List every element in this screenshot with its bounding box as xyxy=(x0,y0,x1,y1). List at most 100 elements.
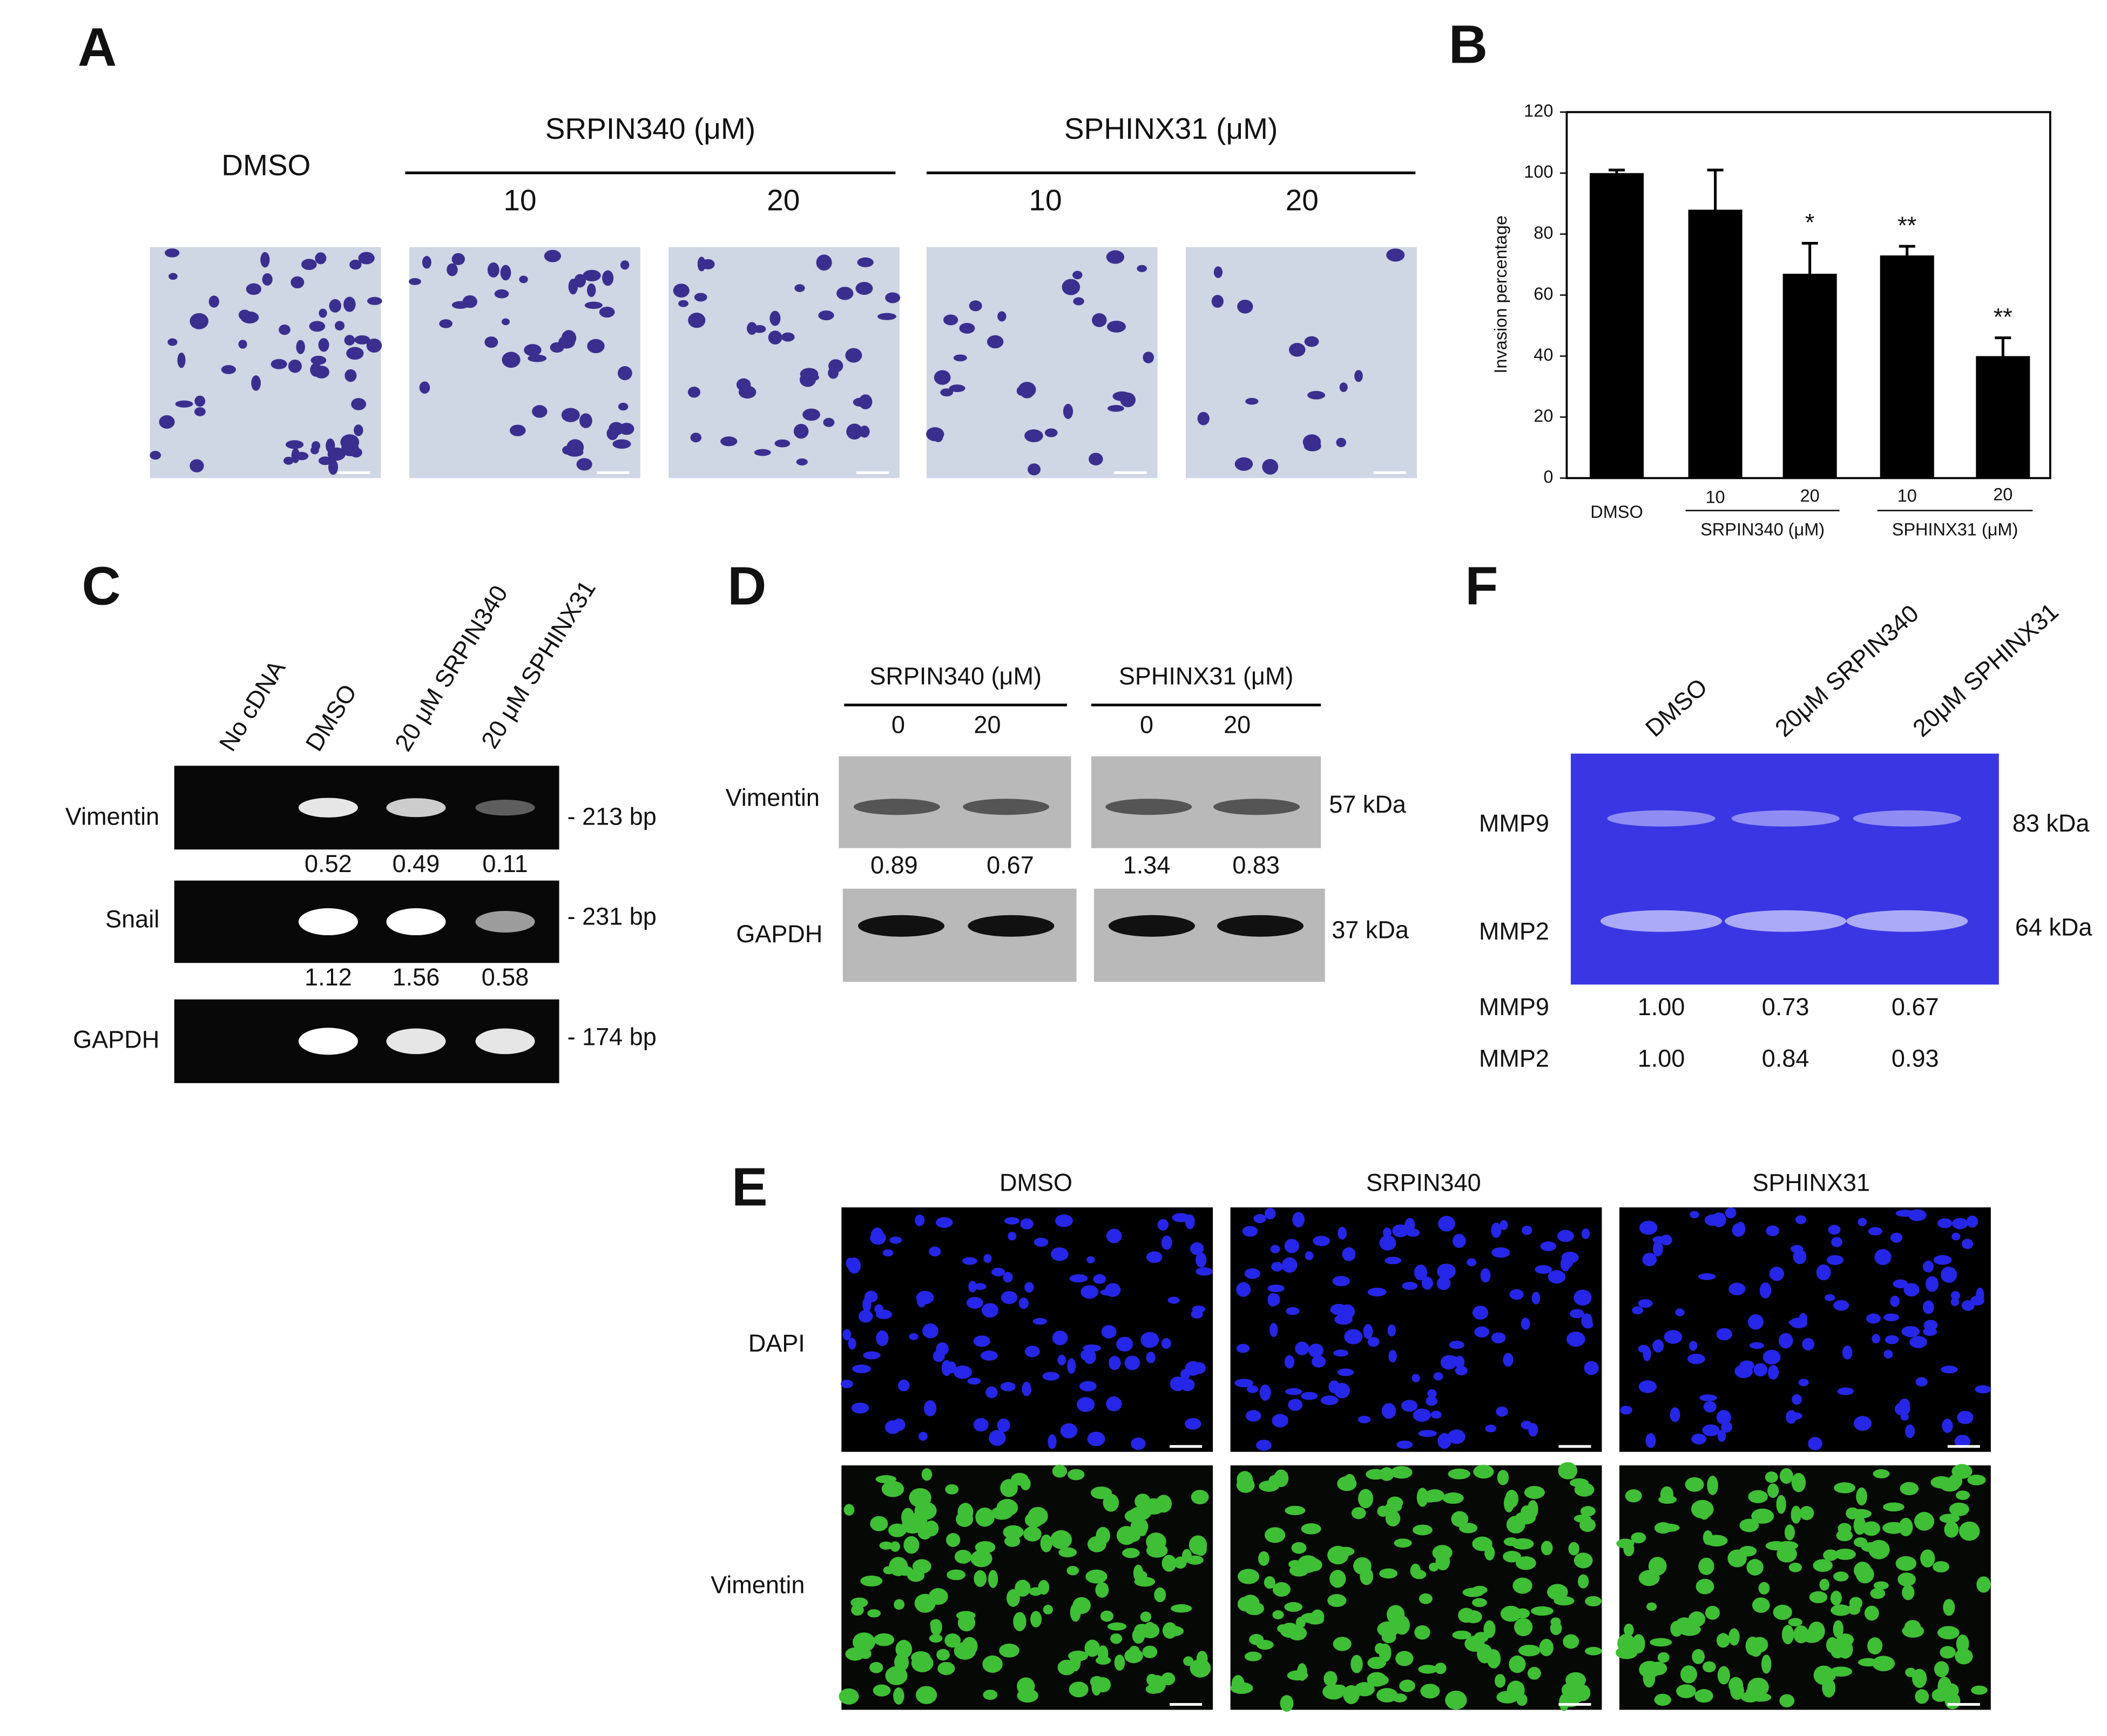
cell xyxy=(1467,1258,1477,1267)
cell xyxy=(1236,1282,1251,1297)
cell xyxy=(1550,1617,1561,1626)
gel-band xyxy=(475,911,535,933)
cell xyxy=(1256,1640,1274,1650)
cell xyxy=(1823,1549,1839,1561)
cell xyxy=(1752,1597,1770,1613)
cell xyxy=(1822,1678,1836,1698)
cell xyxy=(602,270,614,286)
cell xyxy=(1739,1546,1757,1557)
cell xyxy=(318,456,332,465)
group-label: SRPIN340 (μM) xyxy=(869,662,1042,690)
cell xyxy=(494,289,509,299)
cell xyxy=(1873,1469,1890,1478)
cell xyxy=(484,336,498,348)
cell xyxy=(890,1541,900,1552)
cell xyxy=(1421,1276,1433,1290)
cell xyxy=(1704,1214,1721,1226)
cell xyxy=(1272,1582,1291,1597)
dose-label: 10 xyxy=(1029,184,1062,217)
cell xyxy=(1956,1490,1970,1500)
cell xyxy=(914,1593,936,1613)
quant-value: 1.00 xyxy=(1638,1044,1685,1072)
cell xyxy=(847,1257,861,1274)
cell xyxy=(301,259,317,271)
cell xyxy=(1101,1325,1117,1339)
cell xyxy=(851,1402,869,1414)
cell xyxy=(1043,1605,1053,1615)
cell xyxy=(1038,1580,1050,1595)
cell xyxy=(1247,1385,1259,1393)
cell xyxy=(975,1507,995,1527)
row-label: DAPI xyxy=(748,1329,805,1357)
cell xyxy=(1262,459,1279,475)
cell xyxy=(1057,1354,1066,1366)
cell xyxy=(1087,1536,1106,1552)
cell xyxy=(1052,1330,1068,1346)
cell xyxy=(1453,1234,1466,1248)
cell xyxy=(769,310,781,326)
cell xyxy=(688,313,706,328)
cell xyxy=(1013,1612,1027,1631)
cell xyxy=(1883,1313,1900,1321)
cell xyxy=(1192,1362,1206,1374)
cell xyxy=(981,1303,998,1318)
cell xyxy=(753,325,766,333)
cell xyxy=(367,296,382,305)
cell xyxy=(1358,1415,1371,1423)
cell xyxy=(1690,1211,1699,1219)
cell xyxy=(1437,1264,1456,1279)
cell xyxy=(1779,1333,1793,1349)
cell xyxy=(1418,1665,1438,1674)
cell xyxy=(1825,1294,1835,1301)
cell xyxy=(349,259,362,270)
cell xyxy=(318,338,329,352)
scale-bar xyxy=(1114,471,1147,474)
cell xyxy=(954,1365,972,1379)
bar xyxy=(1976,356,2030,478)
cell xyxy=(1146,1251,1163,1263)
cell xyxy=(1831,1604,1851,1616)
cell xyxy=(1915,1377,1928,1387)
cell xyxy=(1338,1226,1347,1240)
cell xyxy=(1915,1689,1929,1704)
cell xyxy=(1762,1349,1781,1365)
cell xyxy=(544,249,562,262)
lane-label: DMSO xyxy=(300,679,362,756)
cell xyxy=(1728,1628,1740,1646)
cell xyxy=(1949,1502,1969,1516)
cell xyxy=(852,1365,871,1374)
cell xyxy=(246,283,261,295)
cell xyxy=(1658,1523,1680,1532)
cell xyxy=(1412,1374,1420,1383)
scale-bar xyxy=(1373,471,1406,474)
cell xyxy=(1028,463,1041,476)
cell xyxy=(893,1687,904,1705)
ratio: 0.89 xyxy=(870,852,918,879)
cell xyxy=(1943,1599,1955,1616)
cell xyxy=(1728,1677,1744,1693)
cell xyxy=(918,1431,928,1441)
cell xyxy=(1396,1440,1413,1449)
cell xyxy=(1652,1339,1664,1353)
cell xyxy=(1574,1289,1592,1306)
cell xyxy=(1624,1623,1634,1637)
cell xyxy=(1957,1410,1974,1424)
cell xyxy=(1836,1529,1853,1542)
cell xyxy=(1133,1564,1144,1582)
cell xyxy=(1503,1551,1522,1563)
cell xyxy=(909,1333,919,1340)
cell xyxy=(1313,1235,1331,1246)
cell xyxy=(1392,1224,1409,1238)
cell xyxy=(1100,1610,1114,1622)
cell xyxy=(1448,1468,1471,1480)
cell xyxy=(1322,1684,1345,1700)
cell xyxy=(1746,1559,1764,1576)
cell xyxy=(1238,1569,1259,1584)
cell xyxy=(583,269,601,282)
cell xyxy=(1758,1582,1770,1595)
micrograph xyxy=(409,247,640,478)
cell xyxy=(1769,1266,1785,1281)
cell xyxy=(335,321,345,331)
error-bar xyxy=(1995,336,2011,356)
cell xyxy=(285,440,304,449)
